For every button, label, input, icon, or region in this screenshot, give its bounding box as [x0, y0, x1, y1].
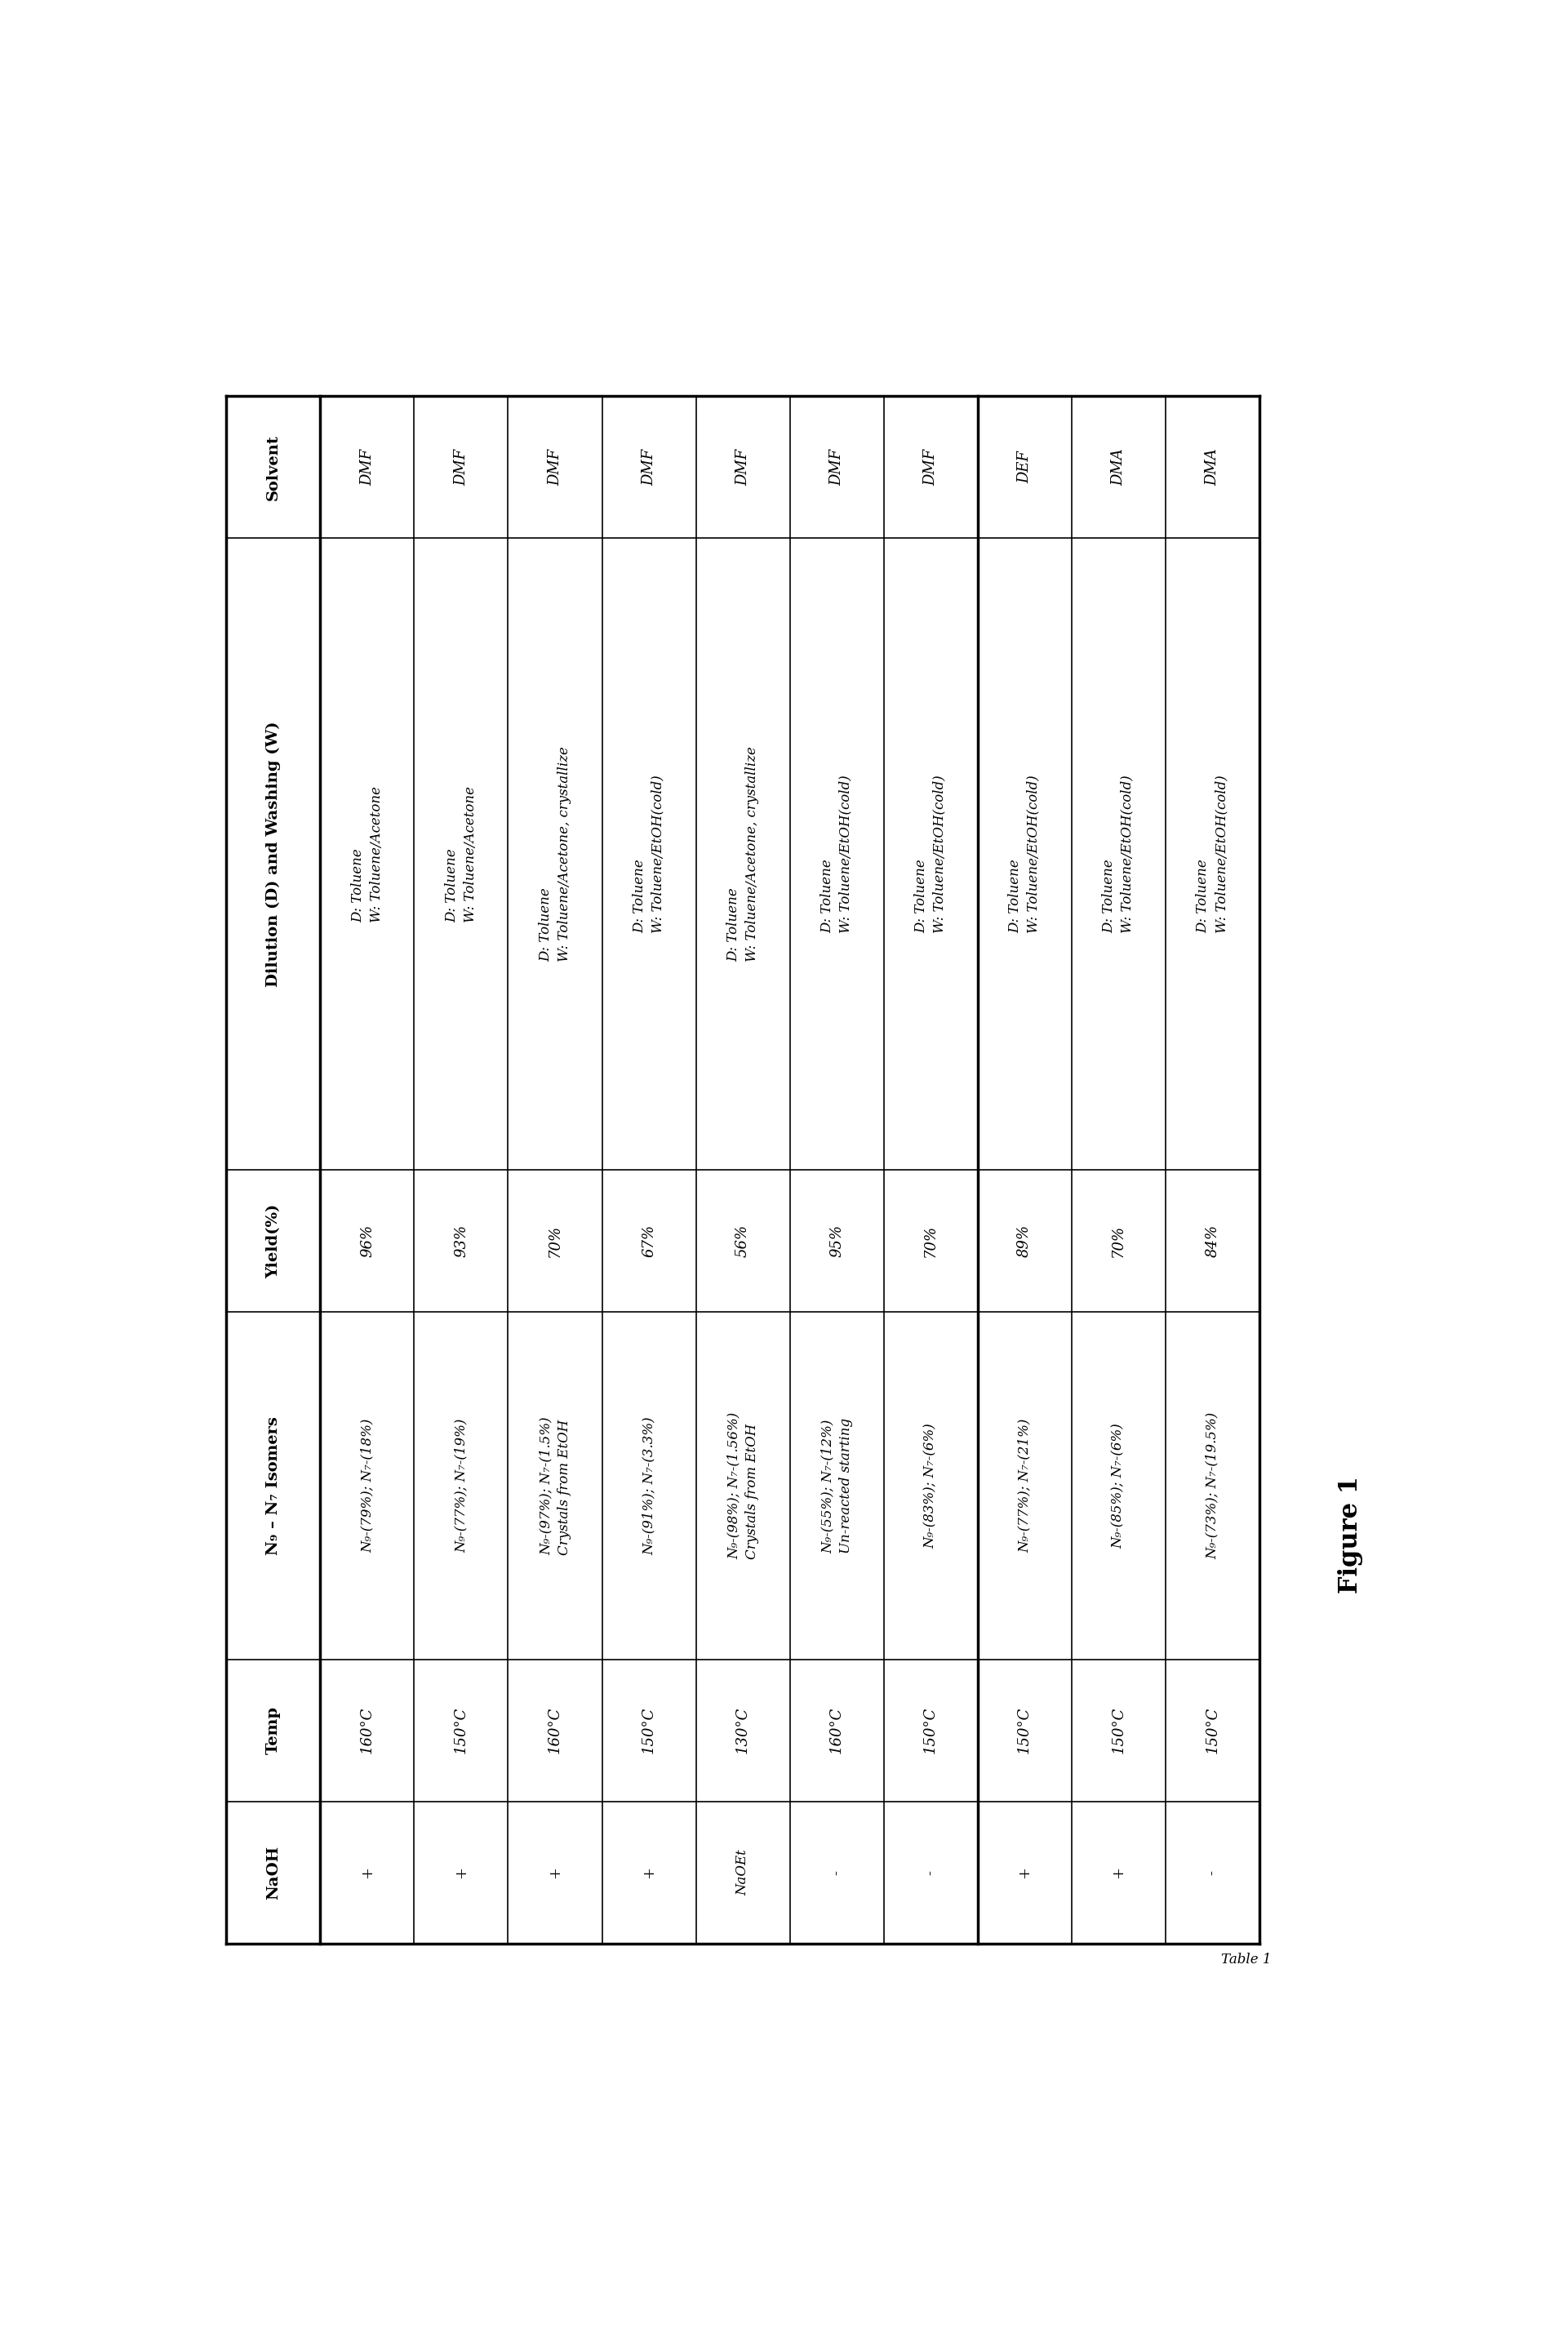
Text: D: Toluene
W: Toluene/Acetone: D: Toluene W: Toluene/Acetone	[351, 785, 383, 922]
Text: DMF: DMF	[829, 449, 844, 484]
Text: DMF: DMF	[924, 449, 938, 484]
Text: -: -	[829, 1870, 844, 1875]
Text: N₉-(55%); N₇-(12%)
Un-reacted starting: N₉-(55%); N₇-(12%) Un-reacted starting	[820, 1418, 853, 1553]
Text: N₉-(79%); N₇-(18%): N₉-(79%); N₇-(18%)	[361, 1418, 375, 1553]
Text: 56%: 56%	[735, 1225, 750, 1258]
Text: Temp: Temp	[267, 1707, 281, 1754]
Text: N₉-(97%); N₇-(1.5%)
Crystals from EtOH: N₉-(97%); N₇-(1.5%) Crystals from EtOH	[539, 1416, 571, 1556]
Text: -: -	[924, 1870, 938, 1875]
Text: D: Toluene
W: Toluene/EtOH(cold): D: Toluene W: Toluene/EtOH(cold)	[1102, 776, 1134, 934]
Text: +: +	[1112, 1866, 1126, 1880]
Text: D: Toluene
W: Toluene/EtOH(cold): D: Toluene W: Toluene/EtOH(cold)	[1196, 776, 1228, 934]
Text: D: Toluene
W: Toluene/Acetone, crystallize: D: Toluene W: Toluene/Acetone, crystalli…	[539, 745, 571, 962]
Text: D: Toluene
W: Toluene/Acetone, crystallize: D: Toluene W: Toluene/Acetone, crystalli…	[728, 745, 759, 962]
Text: N₉-(98%); N₇-(1.56%)
Crystals from EtOH: N₉-(98%); N₇-(1.56%) Crystals from EtOH	[728, 1411, 759, 1560]
Text: 150°C: 150°C	[1204, 1707, 1220, 1754]
Text: 96%: 96%	[361, 1225, 375, 1258]
Text: 70%: 70%	[924, 1225, 938, 1258]
Text: Table 1: Table 1	[1221, 1952, 1272, 1966]
Text: 150°C: 150°C	[1018, 1707, 1032, 1754]
Text: 160°C: 160°C	[829, 1707, 844, 1754]
Text: Solvent: Solvent	[267, 433, 281, 501]
Text: +: +	[547, 1866, 563, 1880]
Text: 160°C: 160°C	[547, 1707, 563, 1754]
Text: 150°C: 150°C	[924, 1707, 938, 1754]
Text: DEF: DEF	[1018, 452, 1032, 484]
Text: +: +	[641, 1866, 657, 1880]
Text: Yield(%): Yield(%)	[267, 1204, 281, 1279]
Text: N₉-(77%); N₇-(21%): N₉-(77%); N₇-(21%)	[1018, 1418, 1032, 1553]
Text: D: Toluene
W: Toluene/Acetone: D: Toluene W: Toluene/Acetone	[445, 785, 477, 922]
Text: N₉-(77%); N₇-(19%): N₉-(77%); N₇-(19%)	[455, 1418, 469, 1553]
Text: DMA: DMA	[1112, 449, 1126, 487]
Text: 70%: 70%	[547, 1225, 563, 1258]
Text: N₉-(73%); N₇-(19.5%): N₉-(73%); N₇-(19.5%)	[1206, 1411, 1220, 1560]
Text: +: +	[453, 1866, 469, 1880]
Text: DMA: DMA	[1204, 449, 1220, 487]
Text: 150°C: 150°C	[641, 1707, 657, 1754]
Text: 93%: 93%	[453, 1225, 469, 1258]
Text: DMF: DMF	[641, 449, 657, 484]
Text: D: Toluene
W: Toluene/EtOH(cold): D: Toluene W: Toluene/EtOH(cold)	[914, 776, 947, 934]
Text: 89%: 89%	[1018, 1225, 1032, 1258]
Text: 130°C: 130°C	[735, 1707, 750, 1754]
Text: 84%: 84%	[1204, 1225, 1220, 1258]
Text: +: +	[1018, 1866, 1032, 1880]
Text: DMF: DMF	[453, 449, 469, 484]
Text: 95%: 95%	[829, 1225, 844, 1258]
Text: N₉ – N₇ Isomers: N₉ – N₇ Isomers	[267, 1416, 281, 1556]
Text: Dilution (D) and Washing (W): Dilution (D) and Washing (W)	[267, 722, 281, 987]
Text: D: Toluene
W: Toluene/EtOH(cold): D: Toluene W: Toluene/EtOH(cold)	[820, 776, 853, 934]
Text: 67%: 67%	[641, 1225, 657, 1258]
Text: -: -	[1204, 1870, 1220, 1875]
Text: D: Toluene
W: Toluene/EtOH(cold): D: Toluene W: Toluene/EtOH(cold)	[633, 776, 665, 934]
Text: DMF: DMF	[547, 449, 563, 484]
Text: N₉-(85%); N₇-(6%): N₉-(85%); N₇-(6%)	[1112, 1423, 1126, 1549]
Text: N₉-(83%); N₇-(6%): N₉-(83%); N₇-(6%)	[924, 1423, 938, 1549]
Text: NaOEt: NaOEt	[735, 1849, 750, 1896]
Text: N₉-(91%); N₇-(3.3%): N₉-(91%); N₇-(3.3%)	[641, 1416, 655, 1556]
Text: D: Toluene
W: Toluene/EtOH(cold): D: Toluene W: Toluene/EtOH(cold)	[1008, 776, 1041, 934]
Text: 150°C: 150°C	[453, 1707, 469, 1754]
Text: Figure 1: Figure 1	[1338, 1477, 1363, 1593]
Text: +: +	[361, 1866, 375, 1880]
Text: 160°C: 160°C	[361, 1707, 375, 1754]
Text: DMF: DMF	[361, 449, 375, 484]
Text: 70%: 70%	[1112, 1225, 1126, 1258]
Text: NaOH: NaOH	[267, 1845, 281, 1900]
Text: 150°C: 150°C	[1112, 1707, 1126, 1754]
Text: DMF: DMF	[735, 449, 750, 484]
